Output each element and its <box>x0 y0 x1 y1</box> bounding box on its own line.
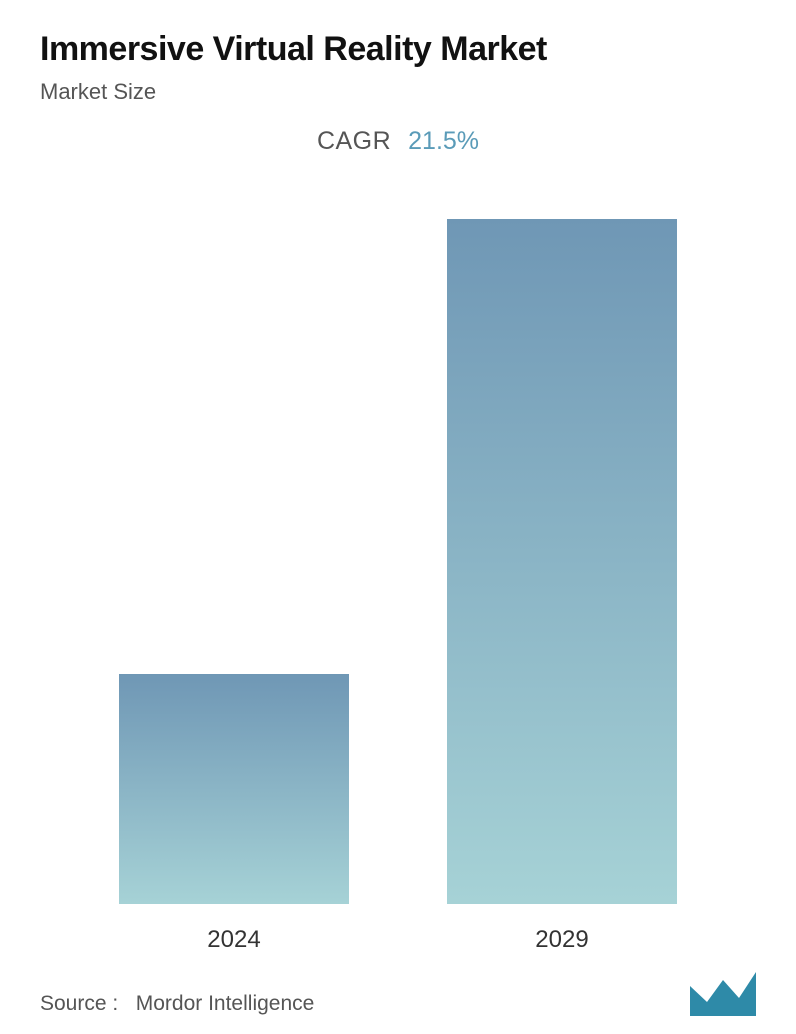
chart-footer: Source : Mordor Intelligence <box>40 972 756 1016</box>
source-name: Mordor Intelligence <box>136 992 315 1015</box>
bar-group: 2029 <box>447 219 677 954</box>
chart-title: Immersive Virtual Reality Market <box>40 30 756 69</box>
cagr-row: CAGR 21.5% <box>40 127 756 156</box>
cagr-label: CAGR <box>317 127 391 155</box>
chart-area: 2024 2029 <box>40 166 756 1014</box>
bar-group: 2024 <box>119 674 349 954</box>
bars-row: 2024 2029 <box>40 264 756 954</box>
bar <box>447 219 677 904</box>
source-label: Source : <box>40 992 118 1015</box>
bar <box>119 674 349 904</box>
bar-label: 2029 <box>535 926 588 954</box>
chart-container: Immersive Virtual Reality Market Market … <box>0 0 796 1034</box>
chart-subtitle: Market Size <box>40 79 756 105</box>
bar-label: 2024 <box>207 926 260 954</box>
cagr-value: 21.5% <box>408 127 479 155</box>
source-text: Source : Mordor Intelligence <box>40 992 314 1016</box>
mordor-logo-icon <box>690 972 756 1016</box>
